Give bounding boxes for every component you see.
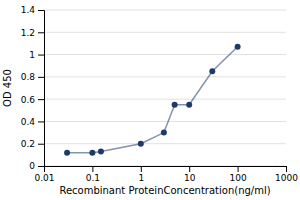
- x-tick-label: 100: [230, 173, 247, 183]
- point: [64, 150, 70, 156]
- x-axis: 0.01 0.1 1 10 100 1000: [34, 166, 298, 183]
- grid-line: [44, 32, 286, 33]
- y-tick-label: 0.4: [21, 117, 36, 127]
- y-tick-mark: [38, 32, 44, 33]
- y-tick-mark: [38, 99, 44, 100]
- x-tick: 0.1: [86, 166, 100, 183]
- y-axis: 0 0.2 0.4 0.6 0.8 1 1.2 1.4: [21, 5, 45, 171]
- grid-line: [44, 76, 286, 77]
- x-tick: 0.01: [34, 166, 54, 183]
- x-tick-label: 1000: [275, 173, 298, 183]
- point: [209, 68, 215, 74]
- y-tick: 0.6: [21, 95, 44, 105]
- x-tick: 1: [138, 166, 144, 183]
- point: [161, 130, 167, 136]
- y-tick-label: 1.4: [21, 5, 36, 15]
- y-tick-mark: [38, 144, 44, 145]
- grid-line: [44, 10, 286, 11]
- y-tick-label: 0: [29, 161, 35, 171]
- plot: 0.01 0.1 1 10 100 1000 0 0.2 0.4 0.6 0.8 1 1.2 1.4: [21, 5, 299, 183]
- y-tick: 1: [29, 50, 44, 60]
- y-tick: 0.2: [21, 139, 44, 149]
- y-tick: 0: [29, 161, 44, 171]
- x-tick-label: 10: [184, 173, 196, 183]
- point: [172, 102, 178, 108]
- x-tick-label: 0.1: [86, 173, 100, 183]
- y-axis-title: OD 450: [2, 69, 13, 107]
- y-tick-mark: [38, 10, 44, 11]
- x-tick-mark: [92, 166, 93, 172]
- marks: [64, 44, 241, 156]
- x-axis-line: [45, 167, 287, 173]
- x-tick-label: 0.01: [34, 173, 54, 183]
- x-tick-mark: [238, 166, 239, 172]
- y-tick-mark: [38, 166, 44, 167]
- y-tick-label: 0.2: [21, 139, 35, 149]
- grid-line: [44, 99, 286, 100]
- x-tick-label: 1: [138, 173, 144, 183]
- x-tick: 10: [184, 166, 196, 183]
- y-tick: 0.4: [21, 117, 44, 127]
- grid-line: [44, 54, 286, 55]
- y-tick: 1.2: [21, 28, 44, 38]
- point: [138, 141, 144, 147]
- y-tick-mark: [38, 77, 44, 78]
- y-tick-label: 0.8: [21, 72, 36, 82]
- x-tick-mark: [286, 166, 287, 172]
- x-tick: 100: [230, 166, 247, 183]
- x-tick-mark: [189, 166, 190, 172]
- y-tick-mark: [38, 121, 44, 122]
- x-axis-title: Recombinant ProteinConcentration(ng/ml): [59, 185, 270, 196]
- line: [67, 47, 238, 153]
- y-tick: 1.4: [21, 5, 44, 15]
- y-tick: 0.8: [21, 72, 44, 82]
- grid-line: [44, 121, 286, 122]
- y-tick-label: 0.6: [21, 95, 36, 105]
- x-tick: 1000: [275, 166, 298, 183]
- x-tick-mark: [141, 166, 142, 172]
- chart: 0.01 0.1 1 10 100 1000 0 0.2 0.4 0.6 0.8 1 1.2 1.4 Rec…: [0, 0, 300, 200]
- y-tick-label: 1.2: [21, 28, 35, 38]
- chart-container: 0.01 0.1 1 10 100 1000 0 0.2 0.4 0.6 0.8 1 1.2 1.4 Rec…: [0, 0, 300, 200]
- point: [186, 102, 192, 108]
- point: [89, 150, 95, 156]
- y-tick-mark: [38, 55, 44, 56]
- grid-line: [44, 143, 286, 144]
- y-axis-line: [38, 11, 45, 167]
- y-tick-label: 1: [29, 50, 35, 60]
- grid: [44, 10, 286, 166]
- point: [98, 149, 104, 155]
- point: [235, 44, 241, 50]
